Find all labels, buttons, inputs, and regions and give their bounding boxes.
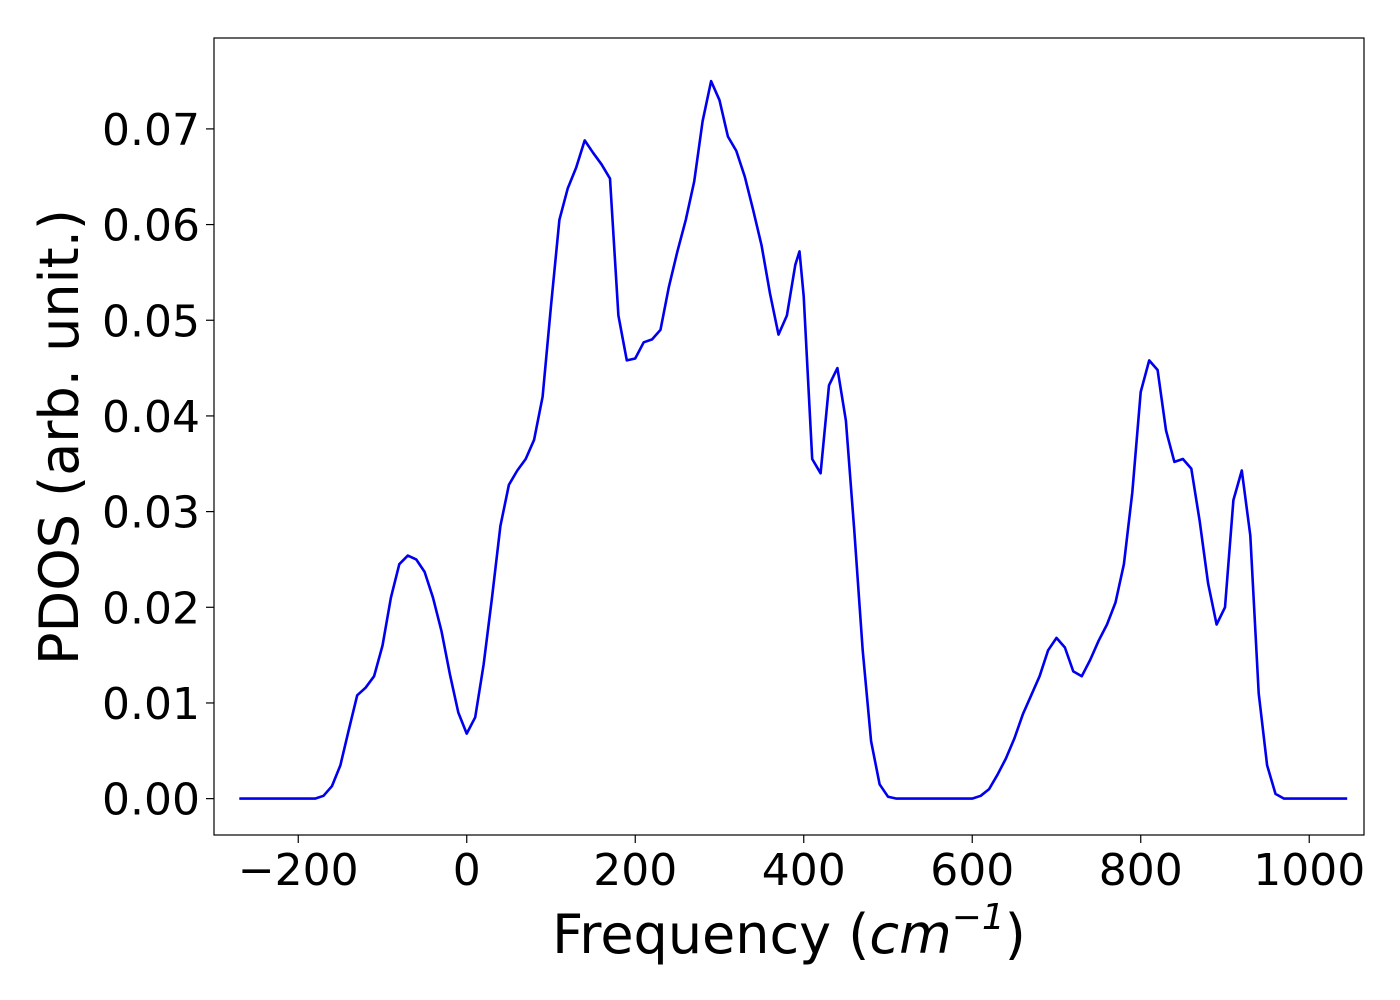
pdos-series-line [239, 79, 1348, 800]
x-tick-label: 1000 [1253, 845, 1365, 896]
plot-area [213, 37, 1365, 836]
x-axis-unit-base: cm [869, 903, 951, 966]
y-axis-label: PDOS (arb. unit.) [28, 209, 91, 665]
x-axis-label-close: ) [1005, 903, 1026, 966]
x-axis-unit-exponent: −1 [952, 897, 1005, 938]
x-tick-label: 600 [930, 845, 1014, 896]
y-tick-label: 0.01 [102, 679, 200, 730]
x-tick-label: 800 [1099, 845, 1183, 896]
x-tick-label: −200 [238, 845, 359, 896]
x-axis-label: Frequency (cm−1) [552, 897, 1026, 966]
y-tick-label: 0.03 [102, 488, 200, 539]
x-tick-label: 400 [762, 845, 846, 896]
y-tick-label: 0.05 [102, 296, 200, 347]
y-tick-label: 0.04 [102, 392, 200, 443]
x-axis-label-text: Frequency [552, 903, 831, 966]
y-tick-label: 0.02 [102, 583, 200, 634]
x-tick-label: 0 [453, 845, 481, 896]
y-tick-label: 0.00 [102, 775, 200, 826]
x-axis-ticks: −200 0 200 400 600 800 1000 [238, 835, 1365, 896]
y-axis-ticks: 0.00 0.01 0.02 0.03 0.04 0.05 0.06 0.07 [102, 105, 214, 826]
series-layer [239, 79, 1348, 800]
y-tick-label: 0.06 [102, 201, 200, 252]
x-tick-label: 200 [593, 845, 677, 896]
y-tick-label: 0.07 [102, 105, 200, 156]
